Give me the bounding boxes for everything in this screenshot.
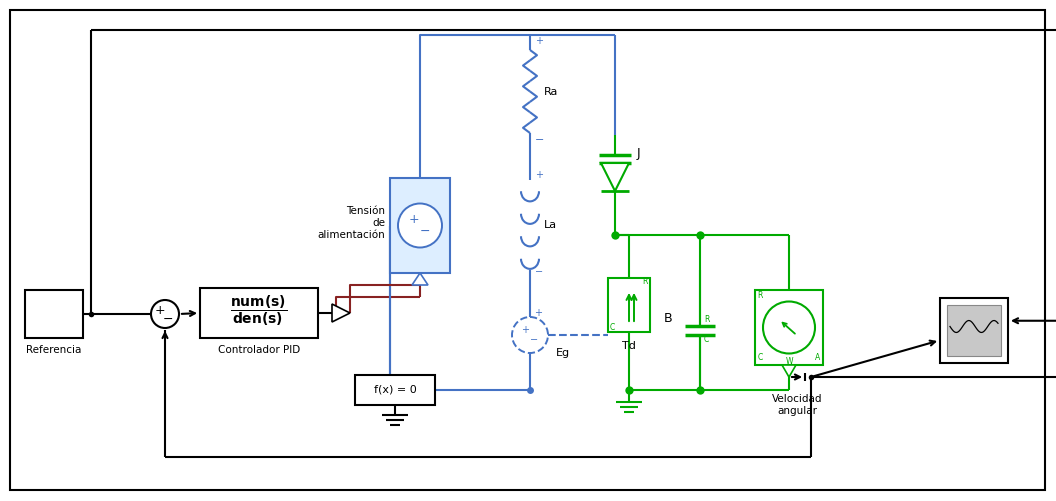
Bar: [940, 298, 1008, 363]
Text: +: +: [154, 305, 166, 318]
Text: −: −: [535, 267, 543, 277]
Text: +: +: [535, 170, 543, 180]
Text: C: C: [757, 354, 762, 363]
Text: −: −: [535, 135, 545, 145]
Text: Td: Td: [622, 341, 636, 351]
Bar: [947, 305, 1001, 356]
Text: alimentación: alimentación: [317, 230, 385, 240]
Text: A: A: [815, 354, 821, 363]
Text: −: −: [419, 225, 430, 238]
Text: Controlador PID: Controlador PID: [218, 345, 300, 355]
Text: R: R: [643, 278, 648, 287]
Text: +: +: [535, 36, 543, 46]
Text: de: de: [372, 218, 385, 228]
Bar: [755, 290, 823, 365]
Text: R: R: [704, 316, 710, 325]
Text: B: B: [663, 312, 672, 325]
Text: C: C: [610, 324, 616, 333]
Circle shape: [512, 317, 548, 353]
Text: Referencia: Referencia: [26, 345, 81, 355]
Text: V: V: [787, 369, 792, 377]
Polygon shape: [782, 365, 796, 377]
Bar: [390, 178, 450, 273]
Text: +: +: [409, 213, 419, 226]
Text: W: W: [786, 358, 793, 367]
Polygon shape: [332, 304, 350, 322]
Bar: [608, 278, 650, 332]
Text: Eg: Eg: [557, 348, 570, 358]
Polygon shape: [412, 273, 428, 285]
Text: Ra: Ra: [544, 87, 559, 97]
Text: La: La: [544, 220, 558, 230]
Text: f(x) = 0: f(x) = 0: [374, 385, 416, 395]
Text: −: −: [530, 335, 539, 345]
Text: J: J: [637, 146, 641, 159]
Text: Tensión: Tensión: [346, 206, 385, 216]
Bar: [25, 290, 83, 338]
Text: R: R: [757, 291, 762, 300]
Text: −: −: [163, 313, 173, 326]
Bar: [200, 288, 318, 338]
Circle shape: [398, 203, 442, 247]
Circle shape: [763, 302, 815, 354]
Text: +: +: [521, 325, 529, 335]
Polygon shape: [601, 163, 629, 191]
Text: $\mathbf{\dfrac{num(s)}{den(s)}}$: $\mathbf{\dfrac{num(s)}{den(s)}}$: [230, 294, 287, 328]
Text: C: C: [704, 336, 710, 345]
Text: +: +: [534, 308, 542, 318]
Circle shape: [151, 300, 180, 328]
Bar: [355, 375, 435, 405]
Text: Velocidad: Velocidad: [772, 394, 823, 404]
Text: angular: angular: [777, 406, 817, 416]
